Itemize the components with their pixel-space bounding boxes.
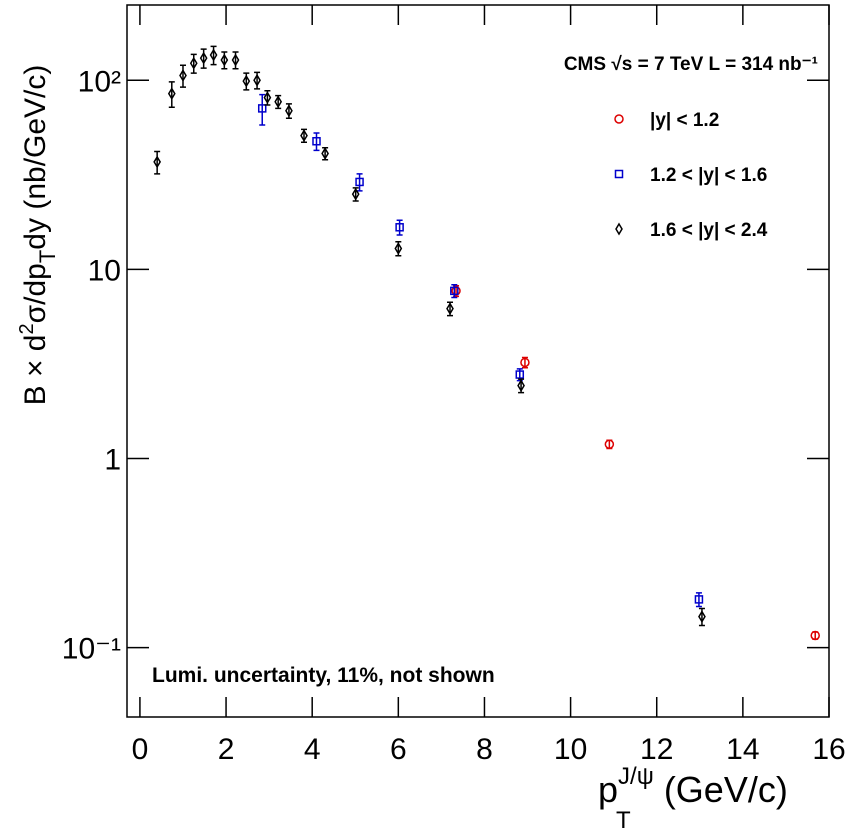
marker [263,91,272,105]
x-label-part: (GeV/c) [654,769,788,810]
marker [274,95,283,109]
marker [189,56,198,70]
marker [153,155,162,169]
error-bar [168,81,175,108]
x-label-part: J/ψ [618,763,654,790]
y-tick-label: 1 [104,444,121,477]
legend-marker [614,169,624,179]
legend-marker [614,114,624,124]
marker [517,379,525,393]
annotation: CMS √s = 7 TeV L = 314 nb⁻¹ [564,54,818,75]
y-label-part: dy (nb/GeV/c) [19,65,52,250]
error-bar [154,150,161,175]
error-bar [396,219,403,236]
marker [450,286,459,296]
legend-label: |y| < 1.2 [650,110,719,131]
x-tick-label: 8 [476,733,493,766]
marker [321,147,329,160]
x-tick-label: 4 [304,733,321,766]
legend-label: 1.2 < |y| < 1.6 [650,165,767,186]
y-tick-label: 10⁻¹ [62,633,121,666]
x-tick-label: 10 [554,733,587,766]
x-axis-label: pJ/ψ (GeV/c) [598,763,788,810]
x-tick-label: 0 [132,733,149,766]
plot-frame [126,4,830,718]
marker [231,53,240,67]
marker [446,302,454,316]
marker [351,187,360,201]
marker [810,630,820,641]
marker [300,129,308,143]
x-tick-label: 6 [390,733,407,766]
marker [395,223,404,232]
marker [355,177,364,187]
x-tick-label: 2 [218,733,235,766]
y-label-part: 2 [16,323,38,334]
marker [394,242,403,255]
annotation: Lumi. uncertainty, 11%, not shown [152,664,495,687]
error-bar [179,64,186,88]
marker [604,439,615,449]
marker [167,87,176,101]
marker [257,104,267,113]
marker [179,69,187,82]
y-axis-label: B × d2σ/dpTdy (nb/GeV/c) [16,65,60,406]
legend-label: 1.6 < |y| < 2.4 [650,220,768,241]
x-axis-label-sub: T [616,807,631,833]
x-label-part: p [598,769,618,810]
marker [694,595,704,604]
error-bar [695,592,702,608]
marker [220,53,229,67]
y-tick-label: 10² [78,65,121,98]
y-label-part: T [35,250,60,263]
marker [515,370,525,379]
marker [520,357,530,368]
legend-marker [615,222,623,236]
marker [242,74,251,88]
marker [312,136,321,146]
marker [285,104,293,118]
marker [253,73,261,87]
y-label-part: σ/dp [19,263,52,323]
error-bar [313,132,320,152]
y-label-part: B × d [19,335,52,406]
marker [199,51,208,65]
x-tick-label: 12 [640,733,673,766]
marker [698,610,706,624]
marker [209,48,218,62]
x-tick-label: 16 [812,733,845,766]
y-tick-label: 10 [88,254,121,287]
error-bar [259,93,266,126]
x-tick-label: 14 [726,733,759,766]
